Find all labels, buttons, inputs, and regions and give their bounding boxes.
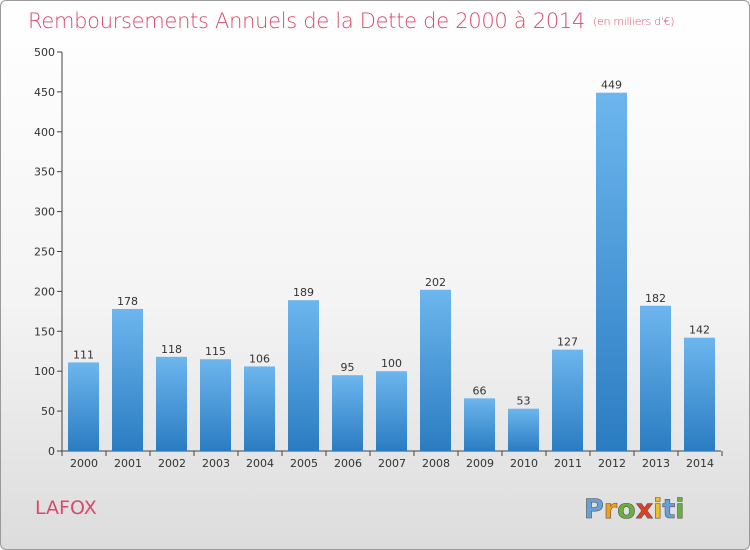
y-tick-label: 0 [48,445,55,458]
y-tick-label: 150 [34,325,55,338]
x-tick-label: 2000 [70,457,98,470]
bar-value-label: 111 [73,348,94,361]
bar-value-label: 178 [117,295,138,308]
place-name: LAFOX [35,497,97,519]
bar-value-label: 115 [205,345,226,358]
x-tick-label: 2011 [554,457,582,470]
bar-2009 [464,398,495,451]
x-tick-label: 2005 [290,457,318,470]
proxiti-logo: Proxiti [584,494,685,526]
logo-letter: P [584,494,604,525]
bar-2002 [156,356,187,451]
bar-2004 [244,366,275,451]
x-tick-label: 2014 [686,457,714,470]
bar-2010 [508,408,539,451]
x-tick-label: 2008 [422,457,450,470]
logo-letter: i [653,494,662,525]
y-tick-label: 200 [34,285,55,298]
chart-title: Remboursements Annuels de la Dette de 20… [28,9,674,33]
bar-2014 [684,337,715,451]
bar-2008 [420,289,451,451]
unit-note: (en milliers d'€) [593,15,675,28]
bar-value-label: 142 [689,324,710,337]
bars: 111 178 118 115 106 189 95 100 202 66 53 127 449 182 1… [68,79,715,451]
bar-value-label: 118 [161,343,182,356]
y-tick-label: 50 [41,405,55,418]
bar-2001 [112,308,143,451]
x-tick-label: 2012 [598,457,626,470]
logo-letter: o [617,494,636,525]
logo-letter: t [662,494,675,525]
logo-letter: r [604,494,618,525]
x-tick-label: 2010 [510,457,538,470]
bar-value-label: 449 [601,79,622,92]
bar-2011 [552,349,583,451]
bar-2007 [376,371,407,451]
bar-value-label: 182 [645,292,666,305]
bar-value-label: 106 [249,352,270,365]
x-tick-label: 2001 [114,457,142,470]
bar-2003 [200,359,231,451]
bar-2012 [596,92,627,451]
svg-text:Proxiti: Proxiti [584,494,685,525]
bar-value-label: 66 [473,384,487,397]
y-tick-label: 300 [34,206,55,219]
y-tick-label: 250 [34,246,55,259]
bar-2006 [332,375,363,451]
bar-value-label: 127 [557,336,578,349]
x-tick-label: 2002 [158,457,186,470]
y-tick-label: 350 [34,166,55,179]
axes: 0 50 100 150 200 250 300 350 400 450 500 2000 2001 20… [34,46,723,470]
bar-value-label: 202 [425,276,446,289]
x-tick-label: 2006 [334,457,362,470]
x-tick-label: 2013 [642,457,670,470]
bar-2013 [640,305,671,451]
x-tick-label: 2003 [202,457,230,470]
logo-letter: x [636,494,653,525]
y-tick-label: 500 [34,46,55,59]
bar-value-label: 95 [341,361,355,374]
x-tick-label: 2007 [378,457,406,470]
x-tick-label: 2004 [246,457,274,470]
bar-2005 [288,300,319,451]
x-tick-label: 2009 [466,457,494,470]
bar-2000 [68,362,99,451]
logo-letter: i [675,494,684,525]
y-tick-label: 450 [34,86,55,99]
y-tick-label: 100 [34,365,55,378]
bar-value-label: 53 [517,395,531,408]
bar-value-label: 100 [381,357,402,370]
y-tick-label: 400 [34,126,55,139]
chart-title-text: Remboursements Annuels de la Dette de 20… [28,9,585,33]
bar-value-label: 189 [293,286,314,299]
